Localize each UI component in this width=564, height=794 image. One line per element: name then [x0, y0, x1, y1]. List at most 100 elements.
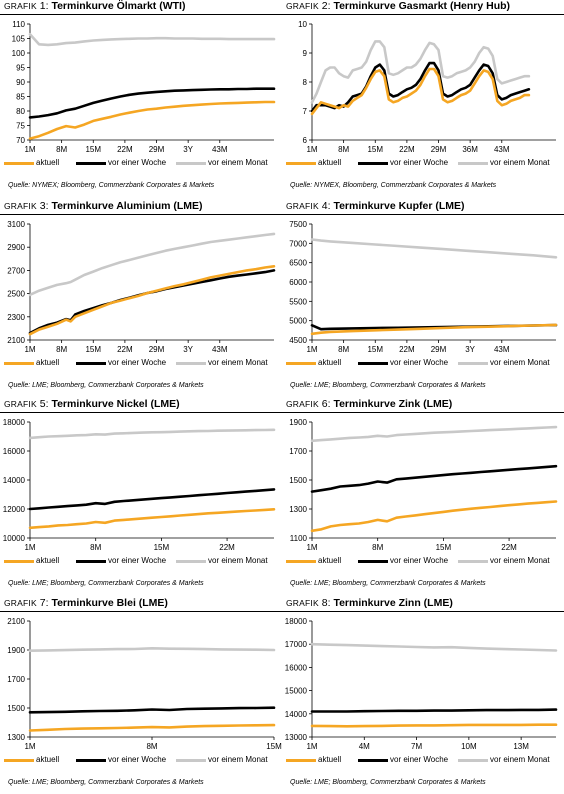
y-tick-label: 2100	[7, 617, 25, 626]
legend-label: aktuell	[36, 755, 60, 764]
y-tick-label: 1900	[289, 418, 307, 427]
chart-title-number: 5:	[36, 398, 52, 410]
legend-label: vor einer Woche	[108, 358, 167, 367]
x-tick-label: 29M	[149, 345, 165, 354]
title-rule	[282, 611, 564, 612]
y-tick-label: 80	[16, 107, 25, 116]
x-tick-label: 22M	[399, 145, 415, 154]
legend-label: vor einem Monat	[208, 358, 268, 367]
legend-label: vor einer Woche	[390, 556, 449, 565]
legend-swatch	[286, 759, 316, 762]
legend-swatch	[176, 362, 206, 365]
legend-label: vor einem Monat	[208, 158, 268, 167]
series-line-woche	[28, 488, 276, 511]
chart-panel-7: GRAFIK 7: Terminkurve Blei (LME) 1300 1500…	[0, 597, 282, 794]
y-tick-label: 75	[16, 122, 25, 131]
chart-panel-1: GRAFIK 1: Terminkurve Ölmarkt (WTI) 70 75 8…	[0, 0, 282, 197]
legend-swatch	[458, 362, 488, 365]
legend-label: aktuell	[318, 755, 342, 764]
y-tick-label: 2300	[7, 313, 25, 322]
series-line-aktuell	[310, 500, 558, 533]
x-tick-label: 29M	[149, 145, 165, 154]
title-rule	[282, 14, 564, 15]
chart-title: GRAFIK 5: Terminkurve Nickel (LME)	[4, 398, 180, 410]
chart-legend: aktuell vor einer Woche vor einem Monat	[0, 358, 282, 370]
legend-label: vor einer Woche	[108, 158, 167, 167]
chart-source: Quelle: LME; Bloomberg, Commerzbank Corp…	[8, 580, 204, 587]
x-tick-label: 1M	[24, 145, 35, 154]
series-line-aktuell	[28, 508, 276, 530]
chart-title-text: Terminkurve Kupfer (LME)	[333, 200, 465, 212]
title-rule	[0, 14, 282, 15]
legend-swatch	[458, 759, 488, 762]
chart-legend: aktuell vor einer Woche vor einem Monat	[0, 158, 282, 170]
legend-swatch	[286, 362, 316, 365]
legend-label: vor einem Monat	[490, 755, 550, 764]
chart-panel-2: GRAFIK 2: Terminkurve Gasmarkt (Henry Hu…	[282, 0, 564, 197]
y-tick-label: 14000	[3, 476, 26, 485]
x-tick-label: 8M	[372, 543, 383, 552]
series-line-woche	[28, 706, 276, 714]
series-line-monat	[28, 232, 276, 297]
series-line-monat	[28, 32, 276, 47]
chart-source: Quelle: LME; Bloomberg, Commerzbank Corp…	[290, 779, 486, 786]
x-tick-label: 15M	[367, 145, 383, 154]
legend-swatch	[358, 362, 388, 365]
x-tick-label: 43M	[494, 145, 510, 154]
series-line-woche	[310, 708, 558, 713]
y-tick-label: 16000	[285, 663, 308, 672]
series-line-woche	[28, 269, 276, 335]
chart-title: GRAFIK 7: Terminkurve Blei (LME)	[4, 597, 168, 609]
legend-swatch	[176, 759, 206, 762]
y-tick-label: 7000	[289, 239, 307, 248]
legend-label: vor einem Monat	[490, 158, 550, 167]
chart-title-prefix: GRAFIK	[286, 1, 319, 11]
y-tick-label: 7	[303, 107, 308, 116]
series-line-monat	[310, 238, 558, 259]
y-tick-label: 2700	[7, 266, 25, 275]
chart-title-number: 6:	[318, 398, 334, 410]
legend-label: aktuell	[36, 556, 60, 565]
y-tick-label: 5500	[289, 297, 307, 306]
legend-swatch	[458, 560, 488, 563]
chart-title-text: Terminkurve Zinn (LME)	[333, 597, 453, 609]
chart-title-number: 2:	[318, 0, 334, 12]
chart-title-text: Terminkurve Zink (LME)	[333, 398, 453, 410]
series-line-aktuell	[28, 265, 276, 336]
legend-swatch	[286, 560, 316, 563]
chart-title-number: 3:	[36, 200, 52, 212]
chart-legend: aktuell vor einer Woche vor einem Monat	[282, 556, 564, 568]
legend-label: vor einem Monat	[208, 755, 268, 764]
y-tick-label: 2900	[7, 243, 25, 252]
title-rule	[282, 214, 564, 215]
chart-source: Quelle: LME; Bloomberg, Commerzbank Corp…	[8, 779, 204, 786]
x-tick-label: 1M	[306, 742, 317, 751]
chart-title-prefix: GRAFIK	[4, 399, 37, 409]
chart-title-number: 4:	[318, 200, 334, 212]
x-tick-label: 15M	[266, 742, 282, 751]
y-tick-label: 1500	[7, 704, 25, 713]
chart-title-number: 7:	[36, 597, 52, 609]
chart-title-prefix: GRAFIK	[4, 1, 37, 11]
legend-swatch	[4, 759, 34, 762]
chart-panel-4: GRAFIK 4: Terminkurve Kupfer (LME) 4500 50…	[282, 200, 564, 397]
y-tick-label: 8	[303, 78, 308, 87]
chart-panel-6: GRAFIK 6: Terminkurve Zink (LME) 1100 1300…	[282, 398, 564, 595]
x-tick-label: 1M	[24, 345, 35, 354]
legend-swatch	[4, 362, 34, 365]
x-tick-label: 15M	[436, 543, 452, 552]
chart-plot: 13000 14000 15000 16000 17000 18000 1M 4M 7M 10M 1…	[285, 617, 558, 751]
chart-title-number: 1:	[36, 0, 52, 12]
x-tick-label: 22M	[501, 543, 517, 552]
x-tick-label: 1M	[306, 543, 317, 552]
y-tick-label: 1100	[290, 534, 308, 543]
x-tick-label: 3Y	[183, 345, 193, 354]
title-rule	[0, 412, 282, 413]
x-tick-label: 15M	[85, 345, 101, 354]
legend-label: vor einer Woche	[390, 358, 449, 367]
y-tick-label: 110	[12, 20, 25, 29]
x-tick-label: 22M	[117, 145, 133, 154]
legend-swatch	[76, 162, 106, 165]
legend-swatch	[4, 560, 34, 563]
x-tick-label: 43M	[212, 345, 228, 354]
